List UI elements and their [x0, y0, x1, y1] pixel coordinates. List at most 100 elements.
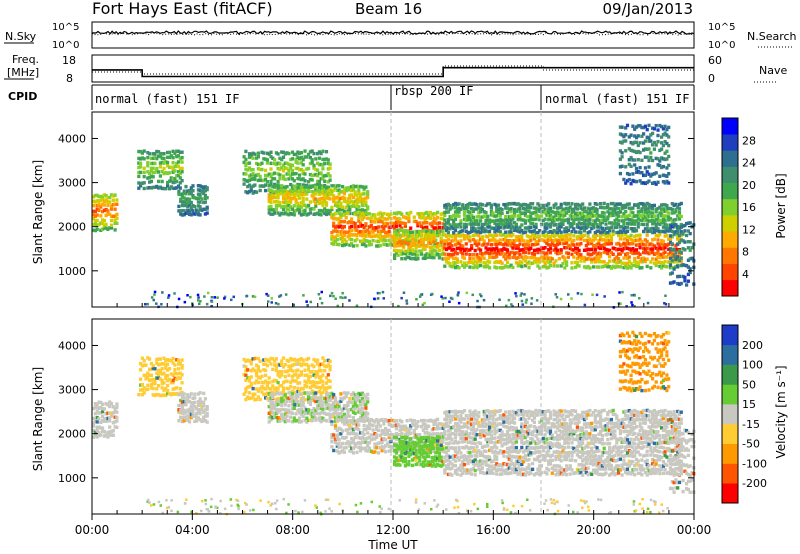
power-cell-8-109-3: [638, 218, 642, 222]
power-cell-8-9-0: [459, 229, 463, 234]
velocity-cell-2-6-6: [187, 395, 192, 399]
power-cell-8-71-0: [570, 229, 574, 234]
power-cell-3-33-1: [301, 183, 305, 187]
velocity-cell-5-23-3: [371, 437, 375, 441]
velocity-cell-3-25-4: [287, 373, 291, 377]
velocity-cell-3-12-2: [264, 387, 268, 391]
power-cell-8-119-0: [656, 229, 660, 233]
power-cell-near-125: [480, 294, 483, 298]
power-cell-7-129-3: [674, 253, 678, 257]
power-cell-7-17-7: [473, 233, 477, 237]
power-cell-4-47-3: [351, 201, 355, 205]
velocity-cell-5-39-7: [400, 420, 404, 424]
velocity-cell-5-22-4: [369, 433, 373, 437]
power-cell-4-32-0: [324, 212, 329, 217]
power-cell-0-4-0: [99, 228, 103, 232]
velocity-cell-6-3-4: [398, 447, 402, 451]
power-cell-1-5-6: [146, 155, 150, 160]
velocity-cell-5-13-2: [353, 442, 357, 446]
power-cell-8-102-7: [625, 202, 630, 206]
velocity-cell-3-14-2: [267, 386, 271, 391]
power-cell-near-88: [266, 294, 270, 297]
power-cell-5-14-3: [355, 228, 359, 232]
power-cell-1-8-5: [151, 161, 155, 166]
power-cell-4-7-0: [280, 211, 284, 215]
power-cell-8-36-4: [507, 215, 511, 219]
power-cell-7-104-6: [629, 237, 633, 241]
power-cell-10-2-4: [672, 247, 676, 251]
velocity-cell-2-1-7: [179, 392, 183, 396]
velocity-cell-1-14-0: [162, 393, 166, 397]
power-cell-1-0-4: [137, 165, 141, 170]
power-cell-7-108-5: [636, 243, 640, 247]
velocity-cell-1-14-4: [162, 371, 166, 375]
power-cell-6-0-0: [393, 256, 397, 261]
power-cell-8-24-3: [486, 218, 490, 222]
power-cell-9-21-5: [656, 140, 660, 144]
power-cell-6-20-0: [428, 255, 432, 259]
velocity-cell-1-24-4: [180, 373, 184, 377]
power-cell-4-44-7: [346, 186, 350, 190]
power-cell-8-20-0: [479, 230, 483, 235]
power-cell-7-111-2: [642, 256, 646, 260]
power-cell-5-18-6: [362, 215, 366, 220]
power-cell-8-88-2: [600, 220, 604, 225]
power-cell-4-40-2: [339, 204, 343, 208]
power-cell-3-39-5: [312, 163, 316, 168]
power-cell-8-64-1: [557, 225, 561, 229]
power-cell-5-12-5: [351, 221, 355, 225]
velocity-cell-3-47-7: [326, 358, 330, 363]
power-cell-4-22-6: [307, 188, 311, 193]
power-cell-3-29-3: [294, 171, 298, 176]
velocity-cell-4-43-0: [344, 420, 348, 424]
power-cell-9-21-6: [656, 133, 660, 138]
power-cell-7-92-0: [608, 265, 612, 269]
velocity-cell-2-3-5: [182, 400, 186, 404]
velocity-cell-3-3-0: [247, 396, 252, 401]
velocity-cell-4-35-7: [330, 391, 334, 396]
velocity-cell-5-3-2: [335, 442, 339, 446]
power-cell-8-117-1: [652, 227, 656, 231]
power-cell-8-125-5: [667, 211, 671, 215]
power-cell-3-5-0: [251, 191, 255, 195]
power-cell-8-45-3: [523, 219, 527, 223]
velocity-cell-5-27-4: [378, 433, 382, 438]
velocity-cell-3-31-3: [298, 381, 302, 385]
velocity-cell-2-7-5: [189, 401, 193, 405]
power-cell-7-28-5: [493, 242, 497, 246]
power-cell-8-87-2: [599, 222, 603, 226]
power-cell-6-3-6: [398, 233, 402, 237]
power-cell-8-58-7: [547, 202, 551, 206]
power-cell-8-65-5: [559, 210, 563, 214]
velocity-cell-3-20-5: [278, 370, 282, 374]
velocity-cell-1-23-1: [178, 387, 182, 391]
power-cell-9-2-6: [622, 134, 626, 139]
power-cell-7-17-1: [473, 259, 477, 263]
velocity-cell-5-44-4: [409, 431, 413, 435]
power-cell-8-42-5: [518, 210, 522, 214]
power-cell-3-0-1: [242, 182, 246, 186]
power-cell-1-7-3: [149, 169, 153, 173]
power-cell-7-91-4: [606, 248, 610, 252]
power-cell-7-17-5: [473, 241, 477, 246]
power-cell-7-6-1: [453, 261, 458, 265]
power-cell-7-87-6: [599, 237, 603, 241]
power-cell-7-18-7: [475, 233, 479, 237]
power-cell-1-7-5: [149, 161, 153, 166]
velocity-cell-0-13-6: [115, 405, 119, 409]
power-cell-4-36-7: [332, 184, 336, 188]
power-cell-8-83-1: [591, 225, 596, 230]
velocity-cell-1-20-6: [173, 363, 177, 367]
velocity-cell-4-25-2: [312, 412, 316, 417]
power-cell-8-11-1: [462, 226, 467, 230]
velocity-cell-1-20-0: [173, 392, 177, 396]
power-cell-3-14-3: [267, 172, 271, 176]
power-cell-4-39-1: [337, 207, 341, 212]
power-cell-2-9-2: [193, 205, 197, 209]
power-cell-1-8-6: [151, 156, 155, 160]
velocity-cell-3-3-2: [247, 384, 252, 389]
power-cell-near-141: [638, 297, 641, 300]
power-cell-2-12-7: [198, 184, 202, 188]
power-cell-8-115-1: [649, 227, 653, 231]
power-cell-8-115-3: [649, 219, 653, 223]
